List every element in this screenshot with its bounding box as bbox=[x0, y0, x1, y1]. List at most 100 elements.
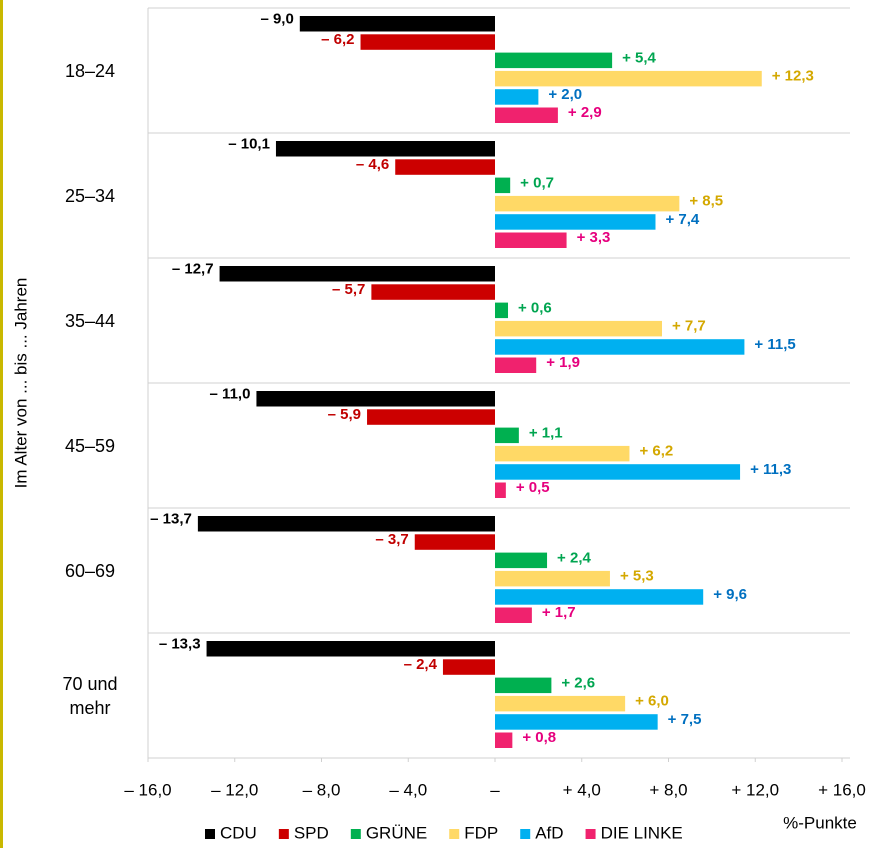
legend-label: FDP bbox=[464, 823, 498, 842]
bar bbox=[360, 34, 495, 50]
bar bbox=[219, 266, 495, 282]
bar bbox=[206, 641, 495, 657]
value-label: – 2,4 bbox=[404, 656, 438, 673]
value-label: + 7,4 bbox=[665, 211, 699, 228]
legend-swatch bbox=[520, 829, 531, 839]
bar bbox=[495, 677, 552, 694]
value-label: + 5,4 bbox=[622, 49, 656, 66]
value-label: + 2,9 bbox=[568, 104, 602, 121]
legend-label: DIE LINKE bbox=[601, 823, 683, 842]
value-label: – 9,0 bbox=[260, 11, 293, 28]
legend-swatch bbox=[585, 829, 596, 839]
category-label: 35–44 bbox=[64, 310, 116, 331]
x-tick-label: – 12,0 bbox=[211, 780, 258, 799]
value-label: + 0,5 bbox=[516, 479, 550, 496]
bar bbox=[495, 427, 519, 444]
value-label: + 0,7 bbox=[520, 174, 554, 191]
category-label: 45–59 bbox=[64, 435, 116, 456]
bar bbox=[495, 177, 511, 194]
legend-swatch bbox=[278, 829, 289, 839]
value-label: – 6,2 bbox=[321, 31, 354, 48]
bar bbox=[442, 659, 495, 675]
value-label: + 1,7 bbox=[542, 604, 576, 621]
x-tick-label: – bbox=[490, 780, 500, 799]
value-label: + 1,1 bbox=[529, 424, 563, 441]
bar bbox=[371, 284, 495, 300]
value-label: + 5,3 bbox=[620, 568, 654, 585]
value-label: + 7,5 bbox=[668, 711, 702, 728]
category-label: 25–34 bbox=[64, 185, 116, 206]
bar bbox=[495, 70, 762, 87]
category-label: 70 und mehr bbox=[62, 673, 118, 718]
bar bbox=[367, 409, 495, 425]
bar bbox=[495, 214, 656, 230]
bar bbox=[495, 52, 613, 69]
bar bbox=[395, 159, 495, 175]
value-label: + 2,6 bbox=[561, 674, 595, 691]
bar bbox=[495, 195, 680, 212]
value-label: – 5,7 bbox=[332, 281, 365, 298]
x-tick-label: + 16,0 bbox=[818, 780, 866, 799]
bar bbox=[495, 357, 537, 373]
bar bbox=[495, 607, 532, 623]
category-label: 18–24 bbox=[64, 60, 116, 81]
bar bbox=[495, 714, 658, 730]
value-label: + 12,3 bbox=[772, 68, 814, 85]
bar bbox=[495, 89, 539, 105]
value-label: – 13,7 bbox=[150, 511, 192, 528]
value-label: + 11,3 bbox=[750, 461, 791, 478]
bar bbox=[495, 445, 630, 462]
x-tick-label: + 4,0 bbox=[563, 780, 601, 799]
value-label: + 11,5 bbox=[754, 336, 795, 353]
x-axis-title: %-Punkte bbox=[783, 813, 857, 832]
value-label: + 0,6 bbox=[518, 299, 552, 316]
bar bbox=[495, 570, 610, 587]
value-label: + 2,0 bbox=[548, 86, 582, 103]
x-tick-label: – 16,0 bbox=[124, 780, 171, 799]
value-label: + 6,0 bbox=[635, 693, 669, 710]
y-axis-title: Im Alter von ... bis ... Jahren bbox=[11, 278, 30, 489]
bar bbox=[495, 464, 741, 480]
x-tick-label: – 8,0 bbox=[303, 780, 341, 799]
legend-label: CDU bbox=[220, 823, 257, 842]
bar bbox=[495, 232, 567, 248]
legend-label: GRÜNE bbox=[366, 823, 427, 842]
x-tick-label: – 4,0 bbox=[389, 780, 427, 799]
bar bbox=[495, 320, 662, 337]
value-label: – 4,6 bbox=[356, 156, 389, 173]
bar bbox=[495, 732, 513, 748]
value-label: + 6,2 bbox=[639, 443, 673, 460]
x-tick-label: + 8,0 bbox=[649, 780, 687, 799]
bar bbox=[414, 534, 495, 550]
value-label: + 2,4 bbox=[557, 549, 591, 566]
value-label: – 10,1 bbox=[228, 136, 270, 153]
legend-label: AfD bbox=[535, 823, 563, 842]
bar bbox=[275, 141, 495, 157]
bar bbox=[495, 482, 506, 498]
bar bbox=[299, 16, 495, 32]
value-label: + 7,7 bbox=[672, 318, 706, 335]
bar bbox=[495, 302, 509, 319]
value-label: – 5,9 bbox=[328, 406, 361, 423]
value-label: + 8,5 bbox=[689, 193, 723, 210]
bar bbox=[197, 516, 495, 532]
left-border bbox=[0, 0, 3, 848]
value-label: + 1,9 bbox=[546, 354, 580, 371]
bar bbox=[495, 589, 704, 605]
bar bbox=[495, 695, 626, 712]
value-label: + 3,3 bbox=[577, 229, 611, 246]
value-label: – 13,3 bbox=[159, 636, 201, 653]
value-label: – 11,0 bbox=[210, 386, 251, 403]
value-label: – 12,7 bbox=[172, 261, 214, 278]
legend-swatch bbox=[205, 829, 215, 839]
x-tick-label: + 12,0 bbox=[731, 780, 779, 799]
legend-swatch bbox=[449, 829, 460, 839]
category-label: 60–69 bbox=[64, 560, 116, 581]
legend-swatch bbox=[350, 829, 361, 839]
bar bbox=[495, 107, 558, 123]
bar bbox=[256, 391, 495, 407]
bar bbox=[495, 552, 548, 569]
legend-label: SPD bbox=[294, 823, 329, 842]
